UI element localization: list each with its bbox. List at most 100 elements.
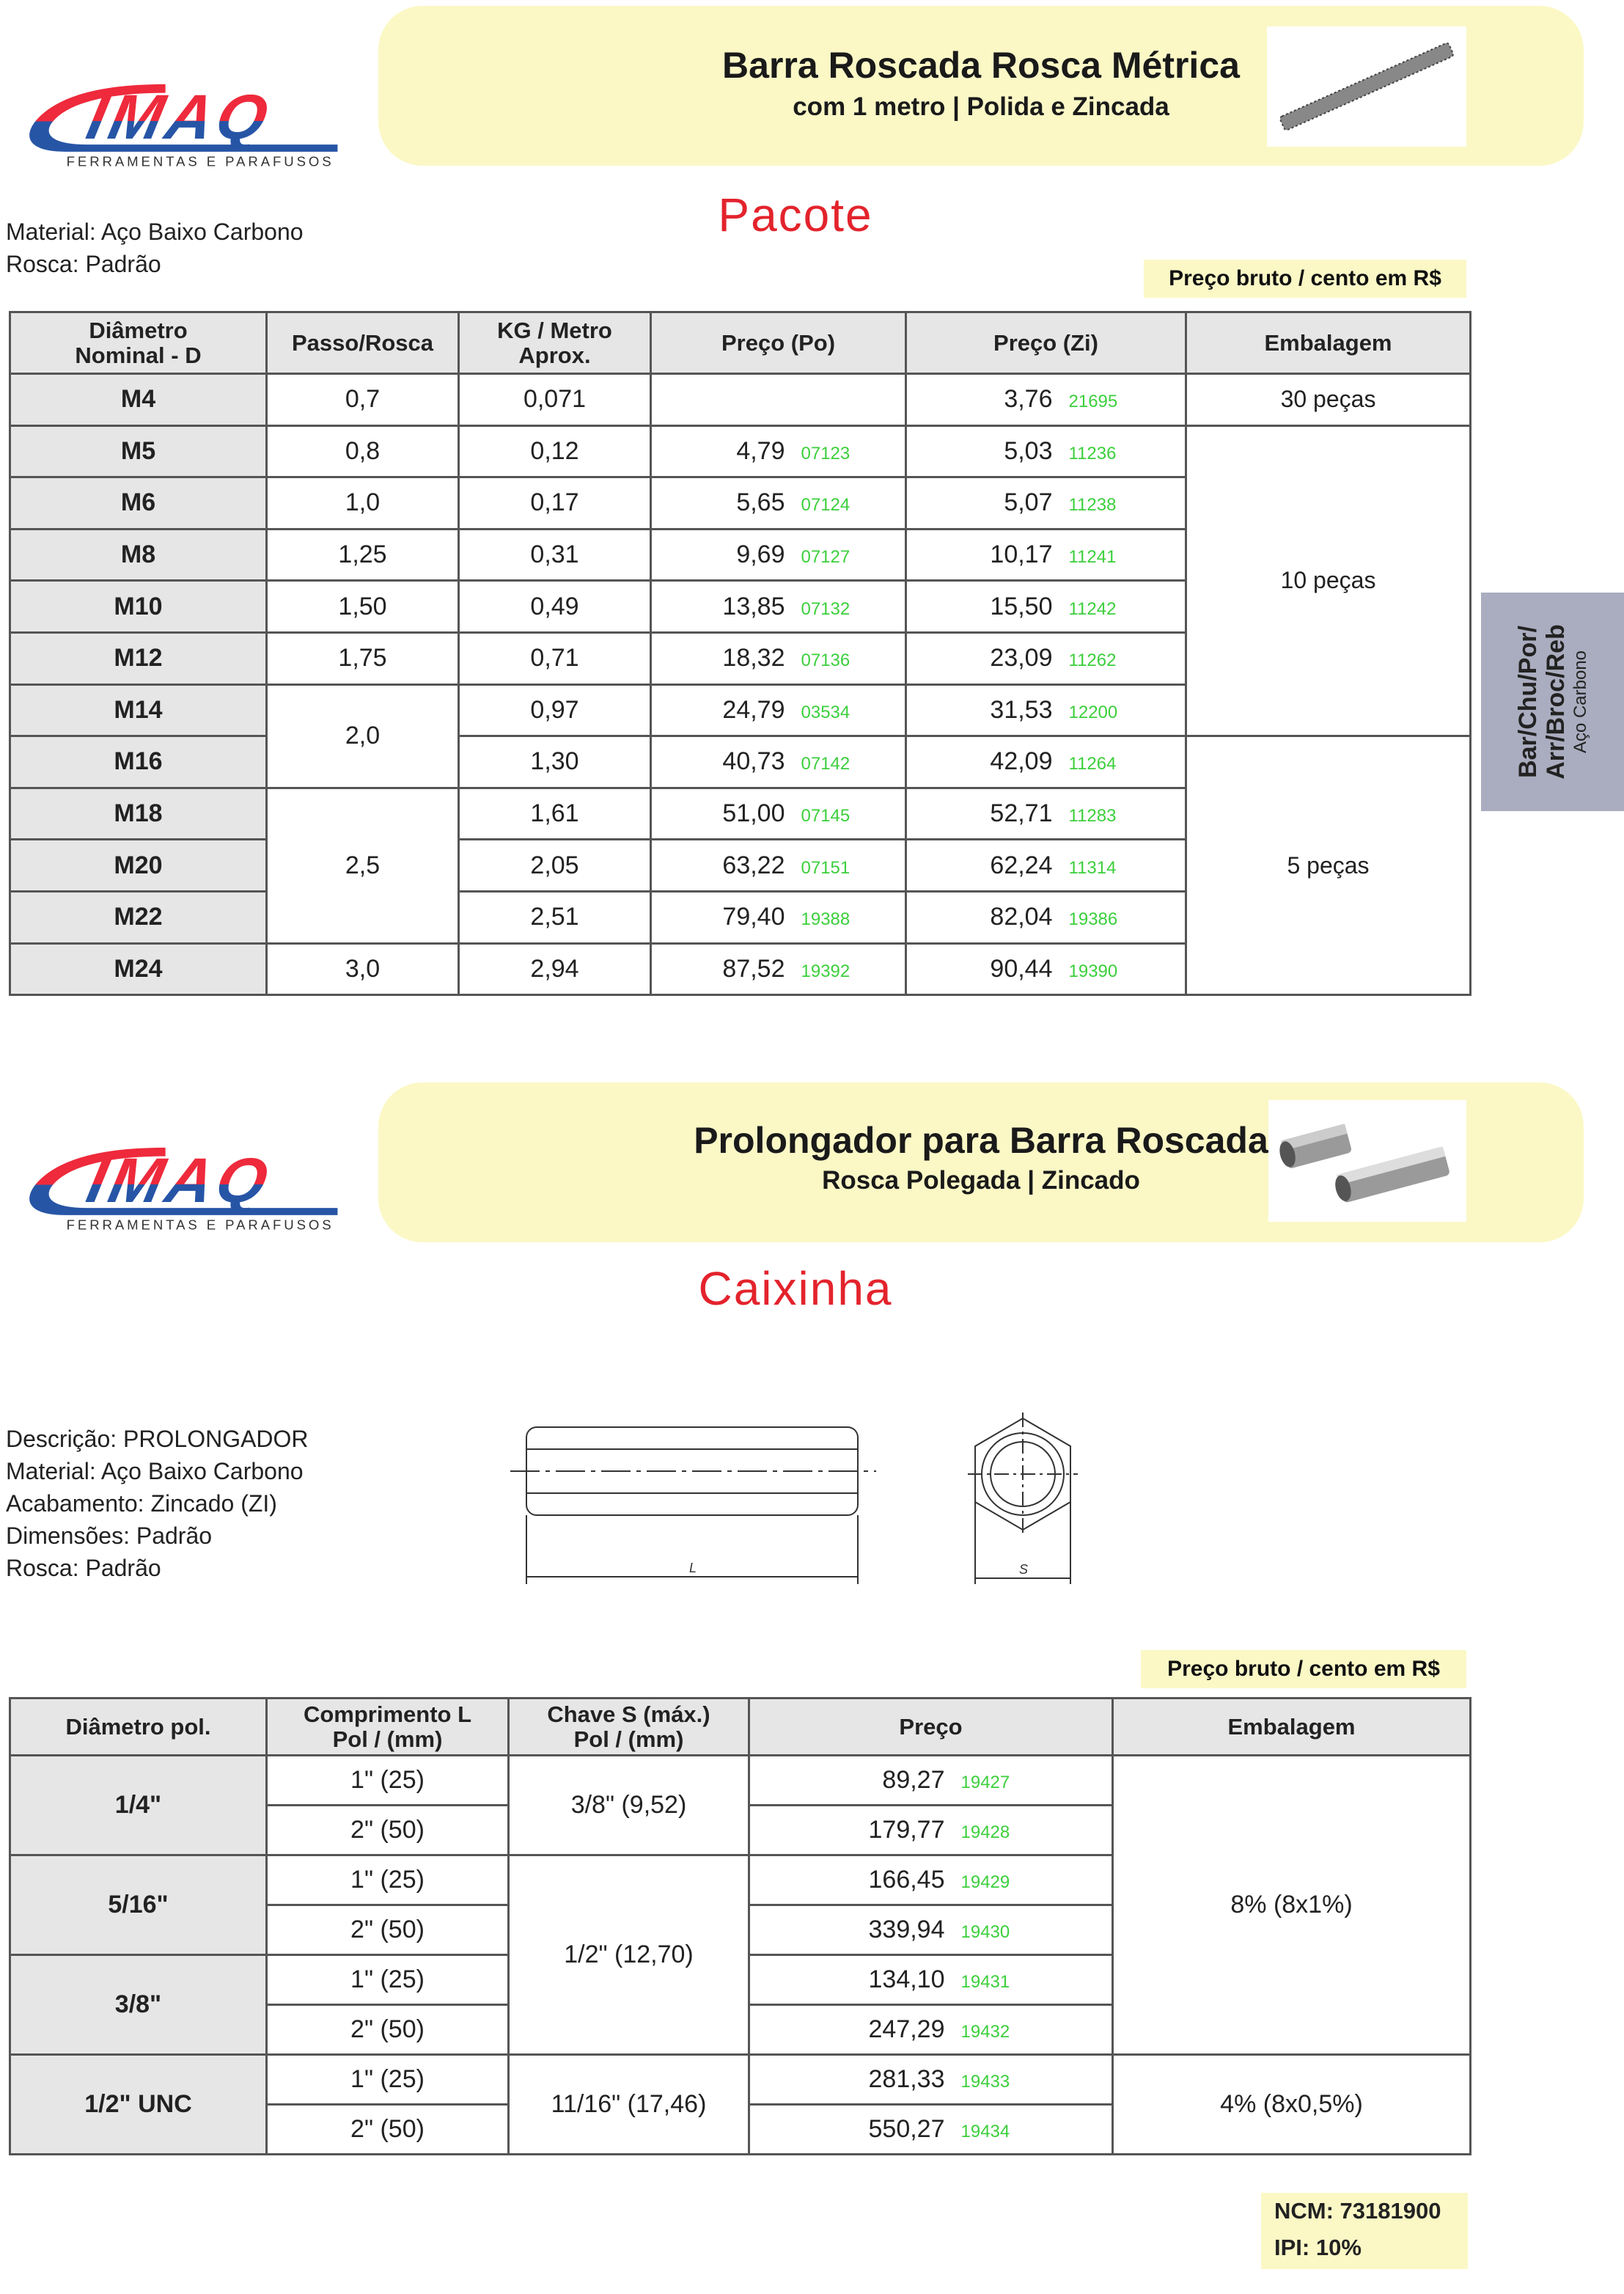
table-row: M8 1,25 0,31 9,69 07127 10,17 11241 (9, 527, 1471, 582)
cell-price-zi: 52,71 11283 (905, 786, 1187, 841)
coupling-end-drawing: S (968, 1412, 1078, 1584)
header-preco: Preço (748, 1697, 1114, 1756)
spec-thread: Rosca: Padrão (6, 1555, 161, 1581)
spec-description: Descrição: PROLONGADOR (6, 1426, 309, 1452)
imaq-logo-graphic: IMAQ FERRAMENTAS E PARAFUSOS (29, 1146, 338, 1232)
cell-diameter: M5 (9, 424, 268, 479)
length-label: L (689, 1561, 697, 1575)
price-value: 62,24 (990, 851, 1053, 879)
product-code: 19386 (1068, 909, 1118, 930)
side-tab-line3: Aço Carbono (1570, 650, 1590, 754)
table-row: 2" (50) 179,77 19428 (10, 1804, 1471, 1856)
price-value: 5,03 (1004, 436, 1053, 465)
ipi-rate: IPI: 10% (1274, 2235, 1362, 2260)
product-title: Barra Roscada Rosca Métrica (722, 45, 1240, 86)
cell-diameter: M20 (9, 838, 268, 893)
price-value: 134,10 (868, 1965, 945, 1993)
price-value: 179,77 (868, 1816, 945, 1844)
header-kg: KG / Metro Aprox. (458, 311, 652, 375)
product-code: 11264 (1068, 754, 1117, 774)
cell-pitch: 2,0 (265, 683, 460, 789)
table-row: M10 1,50 0,49 13,85 07132 15,50 11242 (9, 579, 1471, 634)
specs-list: Material: Aço Baixo Carbono Rosca: Padrã… (6, 216, 304, 280)
cell-price-zi: 3,76 21695 (905, 373, 1187, 427)
product-code: 19427 (960, 1773, 1010, 1792)
product-banner-barra-roscada: Barra Roscada Rosca Métrica com 1 metro … (378, 6, 1584, 166)
price-value: 52,71 (990, 799, 1053, 828)
table-header-row: Diâmetro pol. Comprimento L Pol / (mm) C… (9, 1697, 1471, 1756)
price-value: 79,40 (722, 903, 785, 931)
table-row: 1/4" 1" (25) 3/8" (9,52) 89,27 19427 8% (8x1%… (9, 1754, 1471, 2056)
cell-price-zi: 42,09 11264 (905, 735, 1187, 789)
header-embalagem: Embalagem (1185, 311, 1471, 375)
cell-price: 179,77 19428 (748, 1804, 1114, 1856)
product-code: 12200 (1068, 702, 1118, 722)
cell-diameter: M22 (9, 890, 268, 945)
cell-diameter: 3/8" (9, 1954, 268, 2056)
cell-pitch: 1,25 (265, 527, 460, 582)
cell-price-po: 51,00 07145 (650, 786, 907, 841)
price-value: 339,94 (868, 1916, 945, 1943)
price-value: 90,44 (990, 954, 1053, 983)
price-value: 247,29 (868, 2015, 945, 2043)
product-code: 19429 (960, 1872, 1010, 1892)
table-row: 2" (50) 339,94 19430 (10, 1904, 1471, 1956)
cell-weight: 0,71 (458, 631, 652, 686)
cell-price-po: 9,69 07127 (650, 527, 907, 582)
table-row: 5/16" 1" (25) 1/2" (12,70) 166,45 19429 (9, 1854, 1471, 2056)
category-side-tab[interactable]: Bar/Chu/Por/ Arr/Broc/Reb Aço Carbono (1481, 593, 1624, 811)
cell-price-po: 4,79 07123 (650, 424, 907, 479)
header-preco-po: Preço (Po) (650, 311, 907, 375)
price-value: 3,76 (1004, 385, 1053, 414)
coupling-side-drawing: L (510, 1426, 876, 1584)
spec-material: Material: Aço Baixo Carbono (6, 219, 304, 245)
cell-wrench: 1/2" (12,70) (507, 1854, 750, 2056)
table-row: M6 1,0 0,17 5,65 07124 5,07 11238 (9, 476, 1471, 530)
logo-tagline: FERRAMENTAS E PARAFUSOS (67, 1217, 334, 1232)
product-code: 11242 (1068, 598, 1117, 619)
table-row: M14 2,0 0,97 24,79 03534 31,53 12200 (9, 683, 1471, 789)
product-subtitle: com 1 metro | Polida e Zincada (793, 92, 1169, 121)
price-value: 18,32 (722, 644, 785, 673)
price-value: 24,79 (722, 695, 785, 724)
table-row: M16 1,30 40,73 07142 42,09 11264 5 peças (9, 735, 1471, 997)
cell-weight: 2,05 (458, 838, 652, 893)
price-value: 9,69 (736, 540, 785, 569)
price-value: 89,27 (882, 1766, 945, 1794)
product-subtitle: Rosca Polegada | Zincado (822, 1166, 1140, 1195)
spec-material: Material: Aço Baixo Carbono (6, 1458, 304, 1484)
cell-weight: 2,51 (458, 890, 652, 945)
product-code: 07151 (801, 857, 850, 878)
product-code: 07123 (801, 443, 850, 463)
table-row: M4 0,7 0,071 3,76 21695 30 peças (9, 373, 1471, 427)
cell-price-zi: 62,24 11314 (905, 838, 1187, 893)
product-code: 19430 (960, 1922, 1010, 1942)
header-preco-zi: Preço (Zi) (905, 311, 1187, 375)
logo-tagline: FERRAMENTAS E PARAFUSOS (67, 153, 334, 169)
cell-price-zi: 90,44 19390 (905, 942, 1187, 997)
product-code: 19434 (960, 2122, 1010, 2141)
table-row: 1/2" UNC 1" (25) 11/16" (17,46) 281,33 19433… (9, 2053, 1471, 2155)
cell-diameter: M16 (9, 735, 268, 789)
cell-price: 89,27 19427 (748, 1754, 1114, 1806)
table-row: M20 2,05 63,22 07151 62,24 11314 (9, 838, 1471, 893)
price-note: Preço bruto / cento em R$ (1141, 1650, 1466, 1688)
cell-price-po: 18,32 07136 (650, 631, 907, 686)
cell-pitch: 1,50 (265, 579, 460, 634)
product-code: 11283 (1068, 806, 1117, 827)
cell-packaging: 10 peças (1185, 424, 1471, 738)
cell-length: 1" (25) (265, 1854, 510, 1906)
product-code: 11314 (1068, 857, 1117, 878)
spec-dimensions: Dimensões: Padrão (6, 1522, 213, 1549)
price-value: 15,50 (990, 592, 1053, 620)
table-row: 3/8" 1" (25) 134,10 19431 (9, 1954, 1471, 2056)
product-banner-prolongador: Prolongador para Barra Roscada Rosca Pol… (378, 1082, 1584, 1242)
price-value: 5,07 (1004, 488, 1053, 517)
cell-pitch: 2,5 (265, 786, 460, 945)
cell-length: 2" (50) (265, 1904, 510, 1956)
imaq-logo-graphic: IMAQ FERRAMENTAS E PARAFUSOS (29, 82, 338, 169)
table-row: 2" (50) 247,29 19432 (10, 2004, 1471, 2056)
price-value: 42,09 (990, 747, 1053, 776)
price-value: 82,04 (990, 903, 1053, 931)
product-code: 11238 (1068, 495, 1117, 516)
